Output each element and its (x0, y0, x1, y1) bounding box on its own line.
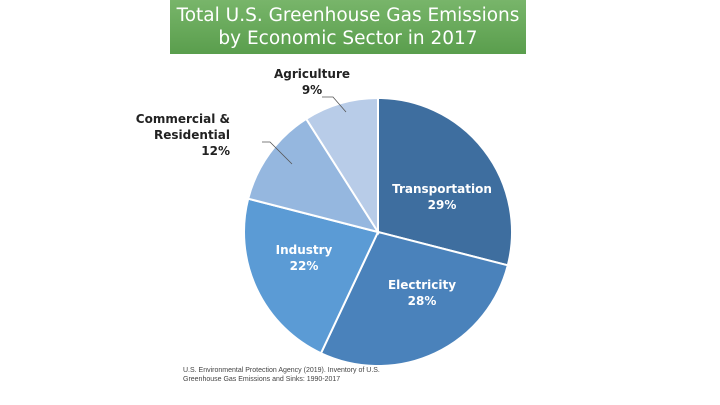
pie-slice (377, 96, 513, 267)
chart-title-line-2: by Economic Sector in 2017 (218, 28, 478, 49)
pie-slice (304, 96, 379, 236)
source-line-1: U.S. Environmental Protection Agency (20… (183, 367, 380, 374)
source-note: U.S. Environmental Protection Agency (20… (183, 366, 413, 384)
leader-line (322, 96, 347, 113)
slice-name-label: Agriculture (274, 67, 350, 81)
chart-title: Total U.S. Greenhouse Gas Emissions by E… (170, 0, 526, 54)
slice-name-label: Commercial & (136, 112, 230, 126)
slice-percent-label: 28% (408, 294, 437, 308)
leader-line (262, 141, 293, 165)
slice-name-label: Residential (154, 128, 230, 142)
slice-name-label: Transportation (392, 182, 492, 196)
chart-title-line-1: Total U.S. Greenhouse Gas Emissions (176, 5, 520, 26)
pie-slice (319, 230, 510, 367)
slice-percent-label: 9% (302, 83, 322, 97)
pie-slice (243, 197, 380, 355)
pie-slice (246, 117, 381, 234)
slice-percent-label: 29% (428, 198, 457, 212)
slice-name-label: Electricity (388, 278, 456, 292)
slice-percent-label: 12% (201, 144, 230, 158)
slice-name-label: Industry (276, 243, 333, 257)
source-line-2: Greenhouse Gas Emissions and Sinks: 1990… (183, 376, 341, 383)
slice-percent-label: 22% (290, 259, 319, 273)
